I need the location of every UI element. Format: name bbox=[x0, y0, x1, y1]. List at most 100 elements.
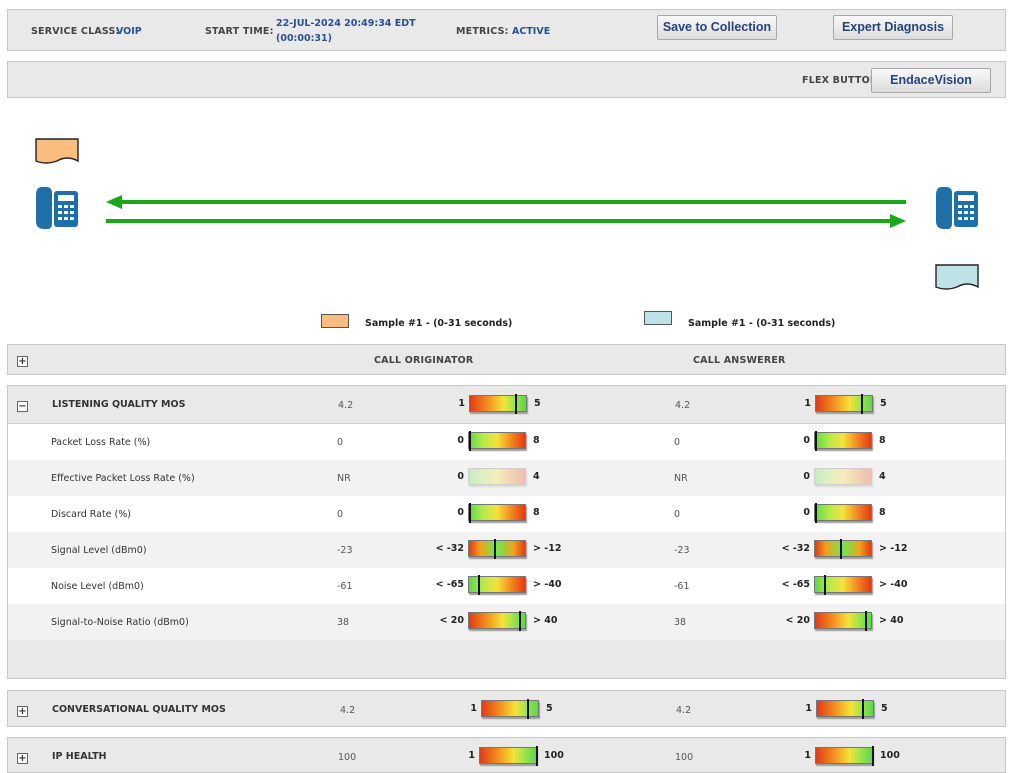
service-class-value: VOIP bbox=[116, 26, 142, 37]
gauge-needle bbox=[865, 611, 868, 631]
gauge-max-label: 5 bbox=[881, 703, 888, 714]
conversational-quality-title: CONVERSATIONAL QUALITY MOS bbox=[52, 704, 226, 715]
expand-plus-icon[interactable]: + bbox=[17, 753, 28, 764]
metric-label: Packet Loss Rate (%) bbox=[51, 437, 151, 448]
gauge-needle bbox=[860, 394, 863, 414]
metric-row: Noise Level (dBm0) -61 < -65 > -40 -61 < … bbox=[8, 568, 1005, 604]
metric-originator-value: 38 bbox=[337, 617, 350, 628]
ip-answerer-value: 100 bbox=[675, 752, 694, 763]
save-to-collection-button[interactable]: Save to Collection bbox=[657, 15, 777, 40]
call-answerer-column-header: CALL ANSWERER bbox=[693, 355, 786, 366]
metric-originator-value: NR bbox=[337, 473, 351, 484]
gauge-max-label: > 40 bbox=[533, 615, 558, 626]
originator-legend-label: Sample #1 - (0-31 seconds) bbox=[365, 318, 513, 329]
gauge-bar bbox=[468, 431, 526, 451]
cq-originator-value: 4.2 bbox=[340, 705, 356, 716]
ip-health-panel[interactable]: + IP HEALTH 100 1 100 100 1 100 bbox=[7, 737, 1006, 773]
gauge-min-label: 1 bbox=[805, 703, 812, 714]
metric-answerer-value: -61 bbox=[674, 581, 690, 592]
gauge-min-label: 0 bbox=[803, 435, 810, 446]
originator-phone-icon bbox=[36, 187, 78, 229]
metric-label: Noise Level (dBm0) bbox=[51, 581, 144, 592]
metric-answerer-gauge: < -65 > -40 bbox=[724, 575, 960, 596]
gauge-bar bbox=[814, 575, 872, 595]
gauge-max-label: 4 bbox=[879, 471, 886, 482]
gauge-min-label: 1 bbox=[804, 750, 811, 761]
gauge-bar bbox=[469, 394, 527, 414]
metric-originator-value: -23 bbox=[337, 545, 353, 556]
gauge-needle bbox=[536, 746, 538, 766]
gauge-min-label: < -65 bbox=[435, 579, 464, 590]
metric-answerer-value: 0 bbox=[674, 509, 681, 520]
expand-all-plus-icon[interactable]: + bbox=[17, 356, 28, 367]
collapse-minus-icon[interactable]: − bbox=[17, 401, 28, 412]
start-time-elapsed: (00:00:31) bbox=[276, 33, 332, 44]
gauge-needle bbox=[469, 503, 471, 523]
metric-originator-gauge: < -32 > -12 bbox=[378, 539, 614, 560]
column-header-panel: + CALL ORIGINATOR CALL ANSWERER bbox=[7, 344, 1006, 375]
expert-diagnosis-button[interactable]: Expert Diagnosis bbox=[833, 15, 953, 40]
gauge-max-label: 5 bbox=[534, 398, 541, 409]
gauge-min-label: 1 bbox=[804, 398, 811, 409]
gauge-bar bbox=[816, 699, 874, 719]
gauge-min-label: 1 bbox=[468, 750, 475, 761]
metric-label: Effective Packet Loss Rate (%) bbox=[51, 473, 195, 484]
metric-originator-value: -61 bbox=[337, 581, 353, 592]
metric-label: Signal Level (dBm0) bbox=[51, 545, 147, 556]
lq-answerer-value: 4.2 bbox=[675, 400, 691, 411]
gauge-bar bbox=[468, 611, 526, 631]
header-panel: SERVICE CLASS: VOIP START TIME: 22-JUL-2… bbox=[7, 9, 1006, 51]
metric-row: Signal-to-Noise Ratio (dBm0) 38 < 20 > 40… bbox=[8, 604, 1005, 640]
gauge-bar bbox=[468, 575, 526, 595]
gauge-bar bbox=[468, 468, 526, 485]
gauge-needle bbox=[815, 431, 817, 451]
metric-answerer-gauge: < -32 > -12 bbox=[724, 539, 960, 560]
ip-health-title: IP HEALTH bbox=[52, 751, 107, 762]
gauge-min-label: 0 bbox=[457, 435, 464, 446]
gauge-bar bbox=[814, 611, 872, 631]
originator-document-icon bbox=[35, 138, 79, 164]
gauge-min-label: < -32 bbox=[781, 543, 810, 554]
metric-originator-gauge: < -65 > -40 bbox=[378, 575, 614, 596]
gauge-min-label: 0 bbox=[457, 507, 464, 518]
endace-vision-button[interactable]: EndaceVision bbox=[871, 68, 991, 93]
gauge-bar bbox=[481, 699, 539, 719]
call-arrows bbox=[106, 195, 906, 228]
ip-originator-value: 100 bbox=[338, 752, 357, 763]
metrics-value: ACTIVE bbox=[512, 26, 551, 37]
gauge-min-label: 0 bbox=[803, 507, 810, 518]
gauge-max-label: 5 bbox=[546, 703, 553, 714]
gauge-max-label: > -40 bbox=[879, 579, 908, 590]
gauge-min-label: 0 bbox=[457, 471, 464, 482]
expand-plus-icon[interactable]: + bbox=[17, 706, 28, 717]
gauge-needle bbox=[477, 575, 480, 595]
ip-originator-gauge: 1 100 bbox=[389, 746, 625, 767]
gauge-max-label: 4 bbox=[533, 471, 540, 482]
gauge-max-label: 8 bbox=[879, 435, 886, 446]
metrics-label: METRICS: bbox=[456, 26, 509, 37]
lq-originator-value: 4.2 bbox=[338, 400, 354, 411]
metric-label: Signal-to-Noise Ratio (dBm0) bbox=[51, 617, 189, 628]
metric-label: Discard Rate (%) bbox=[51, 509, 131, 520]
metric-row: Signal Level (dBm0) -23 < -32 > -12 -23 <… bbox=[8, 532, 1005, 568]
flex-button-label: FLEX BUTTON bbox=[802, 75, 879, 86]
originator-legend-swatch bbox=[321, 314, 349, 328]
cq-answerer-value: 4.2 bbox=[676, 705, 692, 716]
metric-originator-value: 0 bbox=[337, 437, 344, 448]
gauge-needle bbox=[872, 746, 874, 766]
gauge-max-label: 8 bbox=[533, 435, 540, 446]
gauge-max-label: 8 bbox=[533, 507, 540, 518]
gauge-bar bbox=[815, 746, 874, 766]
gauge-bar bbox=[814, 503, 872, 523]
gauge-max-label: > 40 bbox=[879, 615, 904, 626]
